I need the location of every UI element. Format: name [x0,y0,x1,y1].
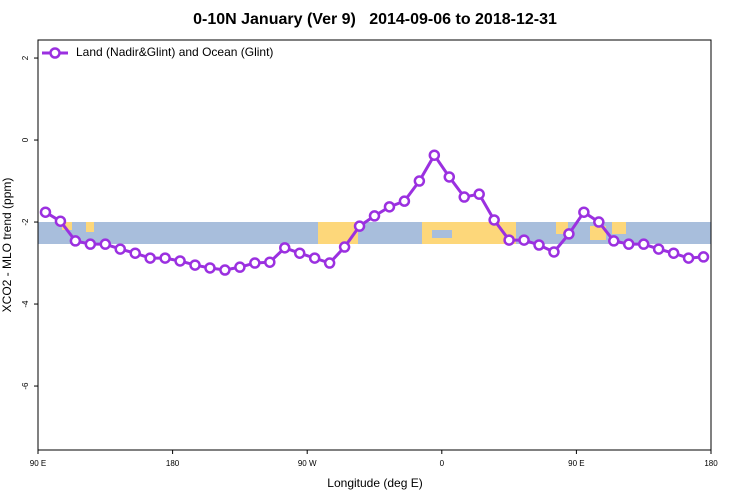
data-point [473,188,485,200]
data-point [189,259,201,271]
data-point [308,252,321,264]
data-point [593,216,605,228]
data-point [234,261,246,273]
data-point [54,215,67,227]
data-point [578,206,590,218]
x-tick-label: 90 W [298,459,317,468]
data-point [69,235,82,247]
y-tick-label: -6 [21,382,30,390]
data-point [129,247,141,259]
y-tick-label: -4 [21,300,30,308]
x-tick-label: 90 E [568,459,584,468]
x-tick-label: 90 E [30,459,46,468]
data-point [488,214,500,226]
x-tick-label: 0 [440,459,445,468]
data-point [144,252,156,264]
data-point [323,257,336,269]
data-point [204,262,216,274]
data-point [458,191,470,203]
data-point [219,264,231,276]
data-point [174,255,186,267]
data-point [159,252,171,264]
data-point [682,252,695,264]
y-axis-label: XCO2 - MLO trend (ppm) [0,178,14,313]
data-point [84,238,97,250]
data-point [503,234,515,246]
data-point [279,242,291,254]
y-tick-label: 2 [21,55,30,60]
chart-title: 0-10N January (Ver 9) 2014-09-06 to 2018… [193,11,557,28]
data-point [353,220,366,232]
data-point [264,256,276,268]
y-tick-label: 0 [21,137,30,142]
data-point [652,243,665,255]
data-point [697,251,710,263]
map-background [38,222,711,244]
data-point [338,241,351,253]
data-point [667,247,680,259]
data-point [637,238,650,250]
y-tick-label: -2 [21,218,30,226]
data-point [518,234,530,246]
data-point [368,210,381,222]
data-point [563,228,575,240]
data-point [608,235,620,247]
x-tick-label: 180 [166,459,180,468]
legend-marker [49,47,61,59]
data-point [99,238,112,250]
data-point [428,149,441,161]
data-point [548,246,560,258]
data-point [443,171,456,183]
legend: Land (Nadir&Glint) and Ocean (Glint) [42,45,273,59]
data-point [293,247,306,259]
data-point [383,201,396,213]
data-point [39,206,52,218]
data-point [114,243,127,255]
plot-frame [37,39,712,451]
data-point [533,239,545,251]
data-point [622,238,635,250]
data-point [398,195,411,207]
legend-label: Land (Nadir&Glint) and Ocean (Glint) [76,45,273,59]
data-point [249,257,261,269]
x-axis-label: Longitude (deg E) [327,476,422,490]
data-point [413,175,426,187]
x-tick-label: 180 [704,459,718,468]
